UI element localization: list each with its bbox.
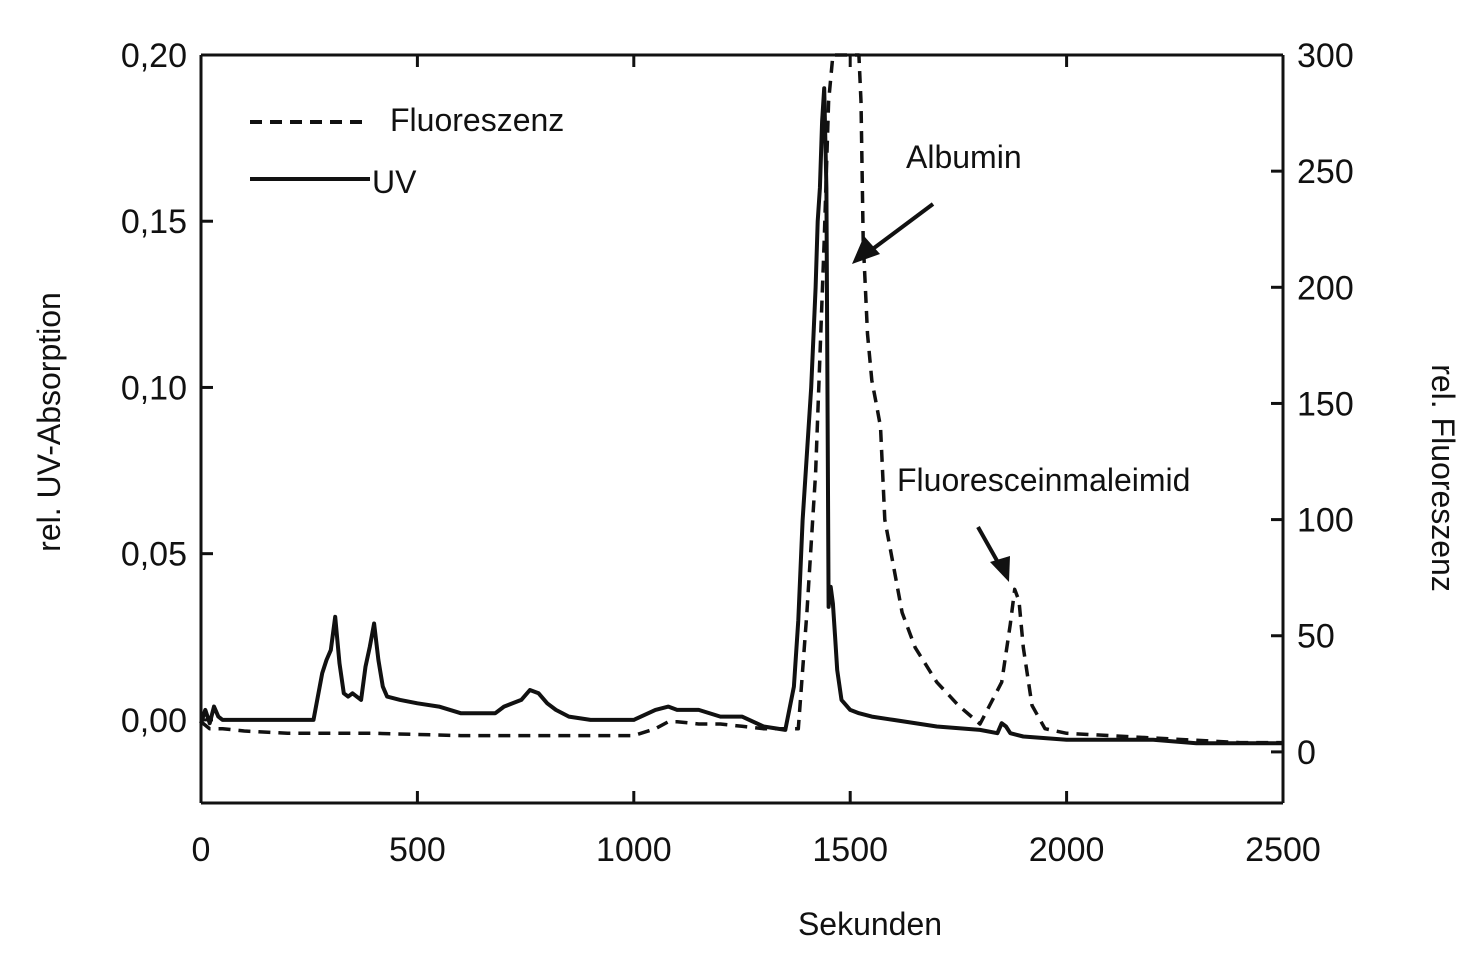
y-left-tick-label: 0,15 xyxy=(121,203,187,241)
annotation-albumin-arrow-head xyxy=(852,236,880,264)
y-right-tick-label: 250 xyxy=(1297,153,1354,191)
y-right-tick-label: 200 xyxy=(1297,269,1354,307)
y-right-tick-label: 150 xyxy=(1297,385,1354,423)
ticks-layer: 050010001500200025000,000,050,100,150,20… xyxy=(121,37,1354,869)
series-line-uv xyxy=(201,88,1283,743)
annotation-albumin: Albumin xyxy=(852,139,1022,264)
annotation-fluoresceinmaleimid: Fluoresceinmaleimid xyxy=(897,462,1190,582)
y-right-tick-label: 300 xyxy=(1297,37,1354,75)
x-tick-label: 2000 xyxy=(1029,831,1105,869)
annotation-fluoresceinmaleimid-arrow-head xyxy=(990,556,1010,582)
x-axis-title: Sekunden xyxy=(798,906,942,942)
annotation-fluoresceinmaleimid-label: Fluoresceinmaleimid xyxy=(897,462,1190,498)
y-left-tick-label: 0,20 xyxy=(121,37,187,75)
x-tick-label: 1500 xyxy=(812,831,888,869)
y-axis-title-left: rel. UV-Absorption xyxy=(31,292,67,552)
y-right-tick-label: 100 xyxy=(1297,502,1354,540)
y-left-tick-label: 0,05 xyxy=(121,536,187,574)
y-right-tick-label: 0 xyxy=(1297,734,1316,772)
y-right-tick-label: 50 xyxy=(1297,618,1335,656)
legend-label-fluoreszenz: Fluoreszenz xyxy=(390,102,564,138)
x-tick-label: 2500 xyxy=(1245,831,1321,869)
annotation-albumin-label: Albumin xyxy=(906,139,1022,175)
x-tick-label: 1000 xyxy=(596,831,672,869)
legend: Fluoreszenz UV xyxy=(250,102,564,200)
y-axis-title-right: rel. Fluoreszenz xyxy=(1425,364,1461,592)
series-layer xyxy=(201,55,1283,743)
y-left-tick-label: 0,10 xyxy=(121,369,187,407)
legend-label-uv: UV xyxy=(372,164,417,200)
series-line-fluoreszenz xyxy=(201,55,1283,743)
annotation-albumin-arrow-shaft xyxy=(866,204,933,254)
y-left-tick-label: 0,00 xyxy=(121,702,187,740)
x-tick-label: 0 xyxy=(192,831,211,869)
x-tick-label: 500 xyxy=(389,831,446,869)
